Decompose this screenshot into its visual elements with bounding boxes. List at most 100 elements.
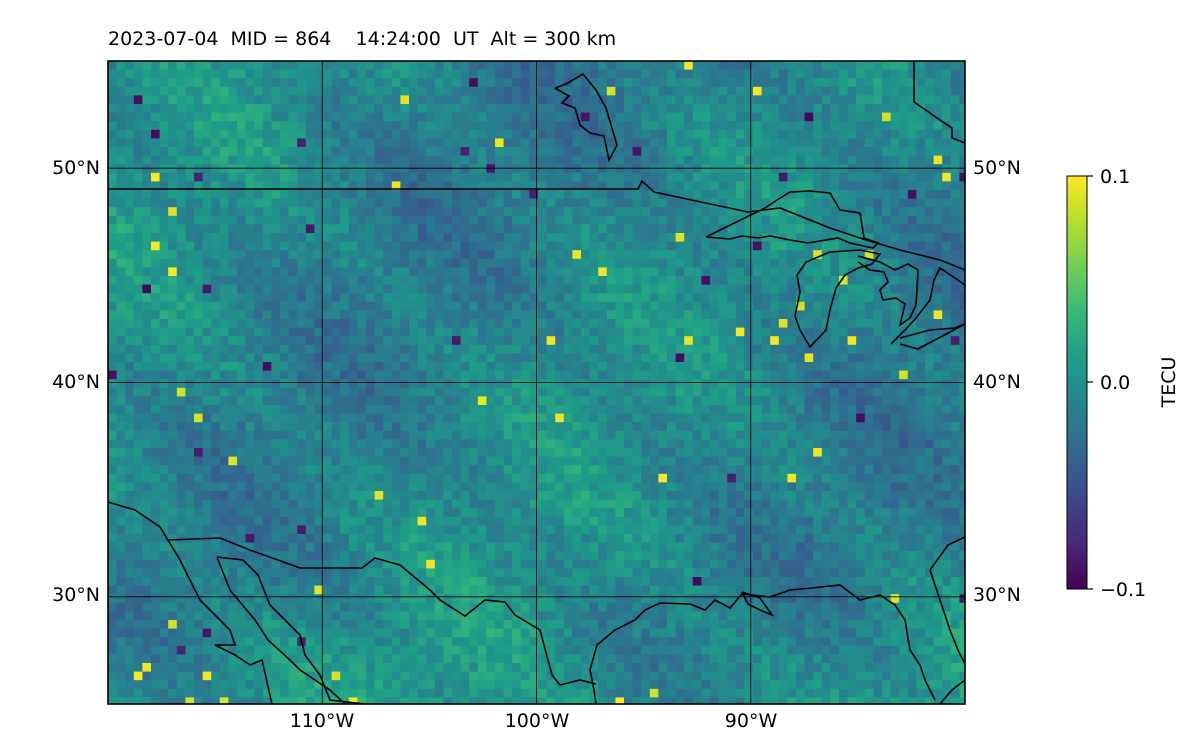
tec-cell	[572, 276, 582, 286]
tec-cell	[237, 353, 247, 363]
tec-cell	[409, 233, 419, 243]
tec-cell	[796, 172, 806, 182]
tec-cell	[168, 78, 178, 88]
tec-cell	[839, 456, 849, 466]
tec-cell	[194, 250, 204, 260]
tec-cell	[804, 172, 814, 182]
tec-cell	[460, 456, 470, 466]
tec-cell	[228, 104, 238, 114]
tec-cell	[546, 172, 556, 182]
tec-cell	[899, 112, 909, 122]
tec-cell	[194, 482, 204, 492]
tec-cell	[830, 370, 840, 380]
tec-cell	[632, 258, 642, 268]
tec-cell	[185, 155, 195, 165]
tec-cell	[864, 276, 874, 286]
tec-cell	[598, 319, 608, 329]
tec-cell	[710, 465, 720, 475]
tec-cell	[538, 293, 548, 303]
tec-cell	[615, 327, 625, 337]
tec-cell	[907, 267, 917, 277]
tec-cell	[486, 396, 496, 406]
tec-cell	[753, 293, 763, 303]
tec-cell	[563, 198, 573, 208]
tec-cell	[667, 104, 677, 114]
tec-cell	[194, 267, 204, 277]
tec-cell	[770, 293, 780, 303]
tec-cell	[383, 310, 393, 320]
tec-cell	[331, 422, 341, 432]
tec-cell	[804, 353, 814, 363]
tec-cell	[185, 439, 195, 449]
tec-cell	[796, 250, 806, 260]
tec-cell	[615, 465, 625, 475]
tec-cell	[409, 164, 419, 174]
tec-cell	[452, 86, 462, 96]
tec-cell	[942, 336, 952, 346]
tec-cell	[925, 293, 935, 303]
tec-cell	[615, 319, 625, 329]
tec-cell	[770, 344, 780, 354]
tec-cell	[727, 267, 737, 277]
tec-cell	[847, 95, 857, 105]
tec-cell	[280, 129, 290, 139]
tec-cell	[933, 405, 943, 415]
tec-cell	[753, 430, 763, 440]
tec-cell	[305, 353, 315, 363]
tec-cell	[864, 241, 874, 251]
tec-cell	[271, 276, 281, 286]
tec-cell	[684, 172, 694, 182]
tec-cell	[959, 224, 965, 234]
tec-cell	[460, 250, 470, 260]
tec-cell	[520, 172, 530, 182]
tec-cell	[692, 129, 702, 139]
tec-cell	[520, 405, 530, 415]
tec-cell	[667, 276, 677, 286]
tec-cell	[142, 69, 152, 79]
tec-cell	[821, 456, 831, 466]
tec-cell	[245, 465, 255, 475]
tec-cell	[288, 293, 298, 303]
tec-cell	[391, 95, 401, 105]
tec-cell	[202, 78, 212, 88]
tec-cell	[658, 147, 668, 157]
tec-cell	[245, 310, 255, 320]
tec-cell	[434, 233, 444, 243]
tec-cell	[357, 430, 367, 440]
tec-cell	[452, 473, 462, 483]
tec-cell	[727, 181, 737, 191]
tec-cell	[520, 293, 530, 303]
tec-cell	[916, 138, 926, 148]
tec-cell	[546, 147, 556, 157]
tec-cell	[684, 413, 694, 423]
tec-cell	[589, 310, 599, 320]
tec-cell	[796, 387, 806, 397]
tec-cell	[804, 293, 814, 303]
tec-cell	[856, 448, 866, 458]
tec-cell	[357, 215, 367, 225]
tec-cell	[323, 155, 333, 165]
tec-cell	[391, 370, 401, 380]
tec-cell	[529, 284, 539, 294]
tec-cell	[202, 61, 212, 71]
tec-cell	[108, 430, 118, 440]
tec-cell	[581, 327, 591, 337]
tec-cell	[933, 181, 943, 191]
tec-cell	[280, 482, 290, 492]
tec-cell	[254, 69, 264, 79]
tec-cell	[546, 284, 556, 294]
tec-cell	[477, 190, 487, 200]
tec-cell	[323, 276, 333, 286]
tec-cell	[744, 422, 754, 432]
tec-cell	[460, 473, 470, 483]
tec-cell	[409, 104, 419, 114]
tec-cell	[168, 250, 178, 260]
tec-cell	[821, 61, 831, 71]
tec-cell	[555, 129, 565, 139]
tec-cell	[262, 327, 272, 337]
tec-cell	[942, 396, 952, 406]
tec-cell	[933, 129, 943, 139]
tec-cell	[710, 250, 720, 260]
tec-cell	[314, 405, 324, 415]
tec-cell	[753, 353, 763, 363]
